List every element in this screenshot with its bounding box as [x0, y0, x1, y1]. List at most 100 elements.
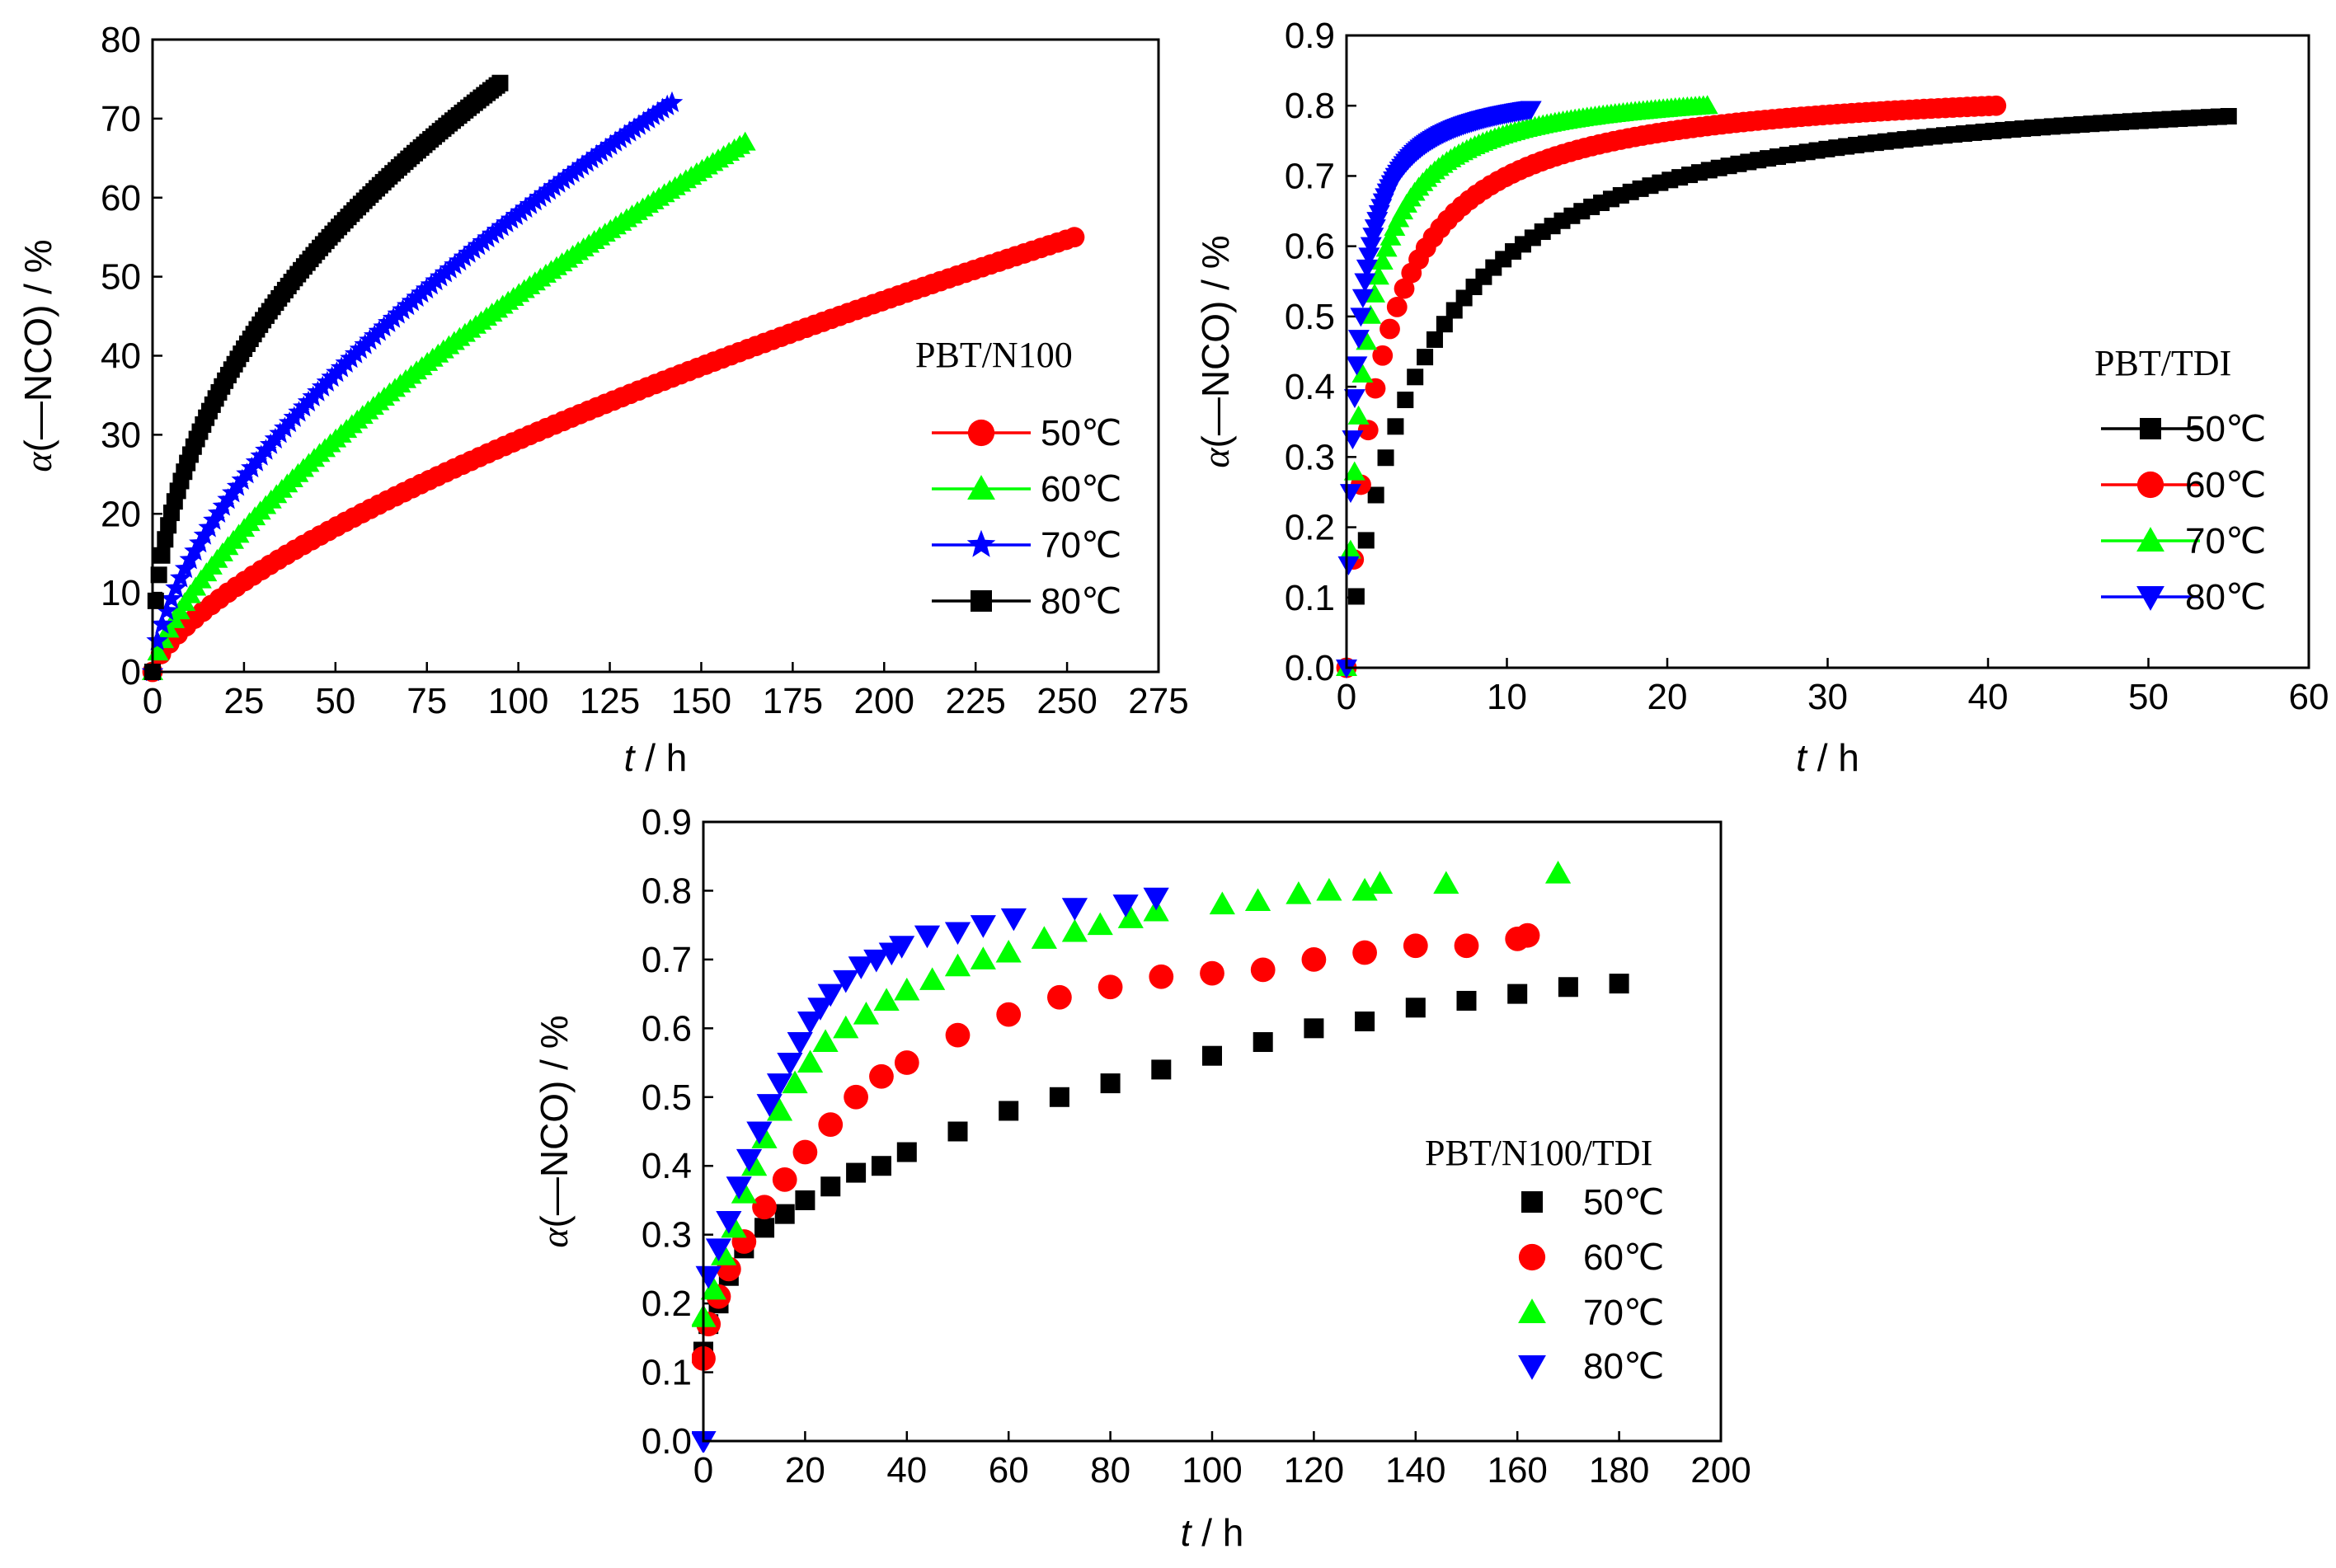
data-point	[1426, 331, 1443, 348]
data-point	[1387, 418, 1404, 435]
x-tick-label: 60	[989, 1450, 1029, 1491]
x-tick-label: 20	[1647, 677, 1688, 717]
legend: PBT/N100 50℃ 60℃ 70℃ 80℃	[915, 335, 1121, 622]
data-point	[1244, 888, 1271, 911]
data-point	[795, 1190, 815, 1210]
data-point	[1377, 449, 1394, 467]
data-point	[1558, 977, 1578, 998]
y-tick-label: 0.8	[642, 871, 692, 911]
data-point	[1356, 259, 1378, 279]
legend-label: 80℃	[2185, 577, 2266, 617]
data-point	[2220, 108, 2237, 125]
y-tick-label: 0.6	[642, 1008, 692, 1049]
x-tick-label: 250	[1036, 681, 1097, 721]
data-point	[1149, 964, 1174, 989]
y-tick-label: 80	[101, 20, 141, 60]
data-point	[817, 984, 844, 1007]
data-point	[1386, 296, 1408, 317]
data-point	[1347, 588, 1365, 605]
y-tick-label: 0.4	[1285, 367, 1335, 407]
data-point	[1350, 307, 1372, 327]
data-point	[1436, 316, 1453, 333]
y-tick-label: 10	[101, 573, 141, 613]
data-point	[1352, 940, 1377, 965]
data-point	[1357, 420, 1379, 441]
legend-title: PBT/N100/TDI	[1425, 1133, 1652, 1173]
data-point	[1347, 405, 1370, 425]
data-point	[155, 599, 178, 621]
data-point	[820, 1176, 841, 1197]
data-point	[1357, 532, 1375, 549]
x-axis-label: t / h	[624, 736, 688, 779]
data-point	[1143, 887, 1169, 911]
x-axis-label-var: t	[1796, 736, 1808, 779]
data-point	[782, 1070, 808, 1094]
data-point	[1087, 912, 1113, 936]
data-point	[150, 566, 167, 584]
legend-marker	[966, 529, 996, 557]
y-tick-label: 0.5	[642, 1077, 692, 1118]
chart-tdi: 0 10 20 30 40 50 60 0.0 0.1 0.2 0.3 0.4 0.5 0.6 0.7 0.8…	[1194, 16, 2329, 779]
data-point	[970, 946, 996, 969]
data-point	[999, 1101, 1019, 1121]
data-point	[736, 1148, 763, 1172]
data-point	[1358, 247, 1380, 267]
legend-label: 70℃	[1041, 525, 1121, 566]
data-point	[754, 1218, 775, 1238]
data-point	[726, 1176, 752, 1199]
data-point	[1354, 273, 1376, 293]
data-point	[846, 1162, 867, 1183]
data-point	[1151, 1059, 1172, 1080]
legend-label: 70℃	[1583, 1293, 1664, 1333]
data-point	[711, 1242, 737, 1265]
data-point	[1380, 318, 1400, 340]
plot-frame	[702, 820, 1723, 1443]
data-point	[894, 977, 920, 1001]
y-tick-label: 0.7	[1285, 156, 1335, 196]
y-tick-label: 40	[101, 336, 141, 377]
x-tick-label: 80	[1090, 1450, 1130, 1491]
legend-marker	[1521, 1191, 1543, 1213]
series-80℃	[144, 74, 509, 680]
data-point	[1367, 871, 1394, 894]
plot-area	[1336, 95, 2237, 678]
data-point	[751, 1125, 778, 1148]
data-point	[1609, 974, 1629, 994]
x-tick-label: 20	[785, 1450, 825, 1491]
x-tick-label: 0	[143, 681, 162, 721]
data-point	[1253, 1032, 1273, 1053]
data-point	[1064, 227, 1085, 248]
legend-marker	[2140, 418, 2161, 439]
data-point	[1031, 926, 1057, 949]
chart-n100: 0 25 50 75 100 125 150 175 200 225 250 275 0 10 20 30 40…	[16, 20, 1189, 779]
data-point	[1316, 877, 1342, 901]
data-point	[1347, 330, 1370, 350]
data-point	[1364, 283, 1386, 303]
x-tick-label: 275	[1128, 681, 1188, 721]
data-point	[1407, 369, 1424, 386]
y-axis-label-var: α	[533, 1228, 576, 1248]
y-tick-label: 0.1	[1285, 578, 1335, 618]
data-point	[1061, 898, 1088, 921]
data-point	[1097, 974, 1123, 1000]
x-tick-label: 100	[488, 681, 548, 721]
data-point	[1372, 345, 1394, 366]
plot-area	[141, 74, 1085, 683]
legend-title: PBT/N100	[915, 335, 1073, 375]
data-point	[1286, 881, 1312, 904]
x-axis-label-unit: / h	[634, 736, 687, 779]
data-point	[869, 1063, 894, 1089]
data-point	[889, 936, 915, 959]
data-point	[772, 1167, 797, 1192]
legend-marker	[2136, 527, 2164, 552]
data-point	[1342, 430, 1364, 450]
y-tick-label: 0.8	[1285, 86, 1335, 126]
data-point	[996, 1002, 1022, 1027]
legend-label: 60℃	[1583, 1237, 1664, 1278]
data-point	[1367, 486, 1384, 504]
data-point	[1250, 957, 1276, 983]
legend-marker	[967, 419, 995, 447]
y-tick-label: 0.1	[642, 1353, 692, 1393]
x-tick-label: 225	[945, 681, 1005, 721]
